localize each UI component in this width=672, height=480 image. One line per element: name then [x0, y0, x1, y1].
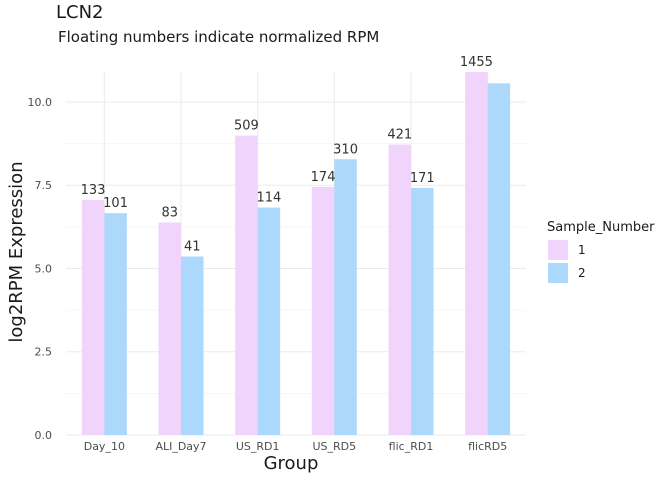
- bar-series-2: [257, 207, 281, 435]
- chart-subtitle: Floating numbers indicate normalized RPM: [58, 28, 380, 46]
- x-tick-label: ALI_Day7: [155, 440, 206, 453]
- x-axis-title: Group: [264, 453, 319, 474]
- y-tick-label: 0.0: [35, 429, 53, 442]
- bar-series-1: [235, 135, 258, 435]
- legend-label: 2: [578, 266, 586, 280]
- y-tick-label: 5.0: [35, 262, 53, 275]
- chart-title: LCN2: [56, 2, 104, 23]
- bar-labels: 133 83 509 174 421 1455 101 41 114 310 171: [81, 55, 493, 254]
- bar-value-label: 83: [161, 206, 178, 221]
- bar-series-1: [81, 199, 105, 435]
- legend-key-1: [548, 240, 568, 260]
- bar-series-1: [388, 144, 411, 435]
- y-tick-label: 10.0: [28, 96, 53, 109]
- x-tick-label: US_RD1: [236, 440, 280, 453]
- y-tick-label: 2.5: [35, 346, 53, 359]
- bar-series-2: [104, 213, 127, 435]
- grid: [66, 72, 526, 436]
- bar-series-1: [311, 186, 335, 435]
- legend: Sample_Number 1 2: [547, 220, 655, 283]
- bar-series-2: [487, 83, 511, 435]
- axes: 0.0 2.5 5.0 7.5 10.0 Day_10 ALI_Day7 US_RD1 US_R…: [28, 96, 508, 453]
- bar-value-label: 171: [410, 171, 435, 186]
- bar-value-label: 1455: [460, 55, 493, 70]
- bar-value-label: 310: [333, 142, 358, 157]
- y-tick-label: 7.5: [35, 179, 53, 192]
- bar-value-label: 509: [234, 119, 259, 134]
- bar-series-2: [411, 187, 434, 435]
- bar-series-2: [181, 256, 204, 435]
- bar-value-label: 114: [257, 191, 282, 206]
- bar-value-label: 41: [184, 239, 201, 254]
- legend-label: 1: [578, 243, 586, 257]
- legend-title: Sample_Number: [547, 220, 655, 235]
- bar-value-label: 421: [387, 128, 412, 143]
- bar-value-label: 174: [311, 170, 336, 185]
- x-tick-label: Day_10: [84, 440, 125, 453]
- bar-series-1: [158, 222, 181, 435]
- bar-series-2: [334, 159, 357, 435]
- x-tick-label: flicRD5: [468, 440, 507, 453]
- bars: [81, 72, 511, 435]
- y-axis-title: log2RPM Expression: [6, 161, 27, 342]
- bar-series-1: [465, 72, 488, 435]
- bar-value-label: 101: [103, 196, 128, 211]
- bar-value-label: 133: [81, 183, 106, 198]
- x-tick-label: flic_RD1: [389, 440, 434, 453]
- legend-key-2: [548, 263, 568, 283]
- x-tick-label: US_RD5: [313, 440, 357, 453]
